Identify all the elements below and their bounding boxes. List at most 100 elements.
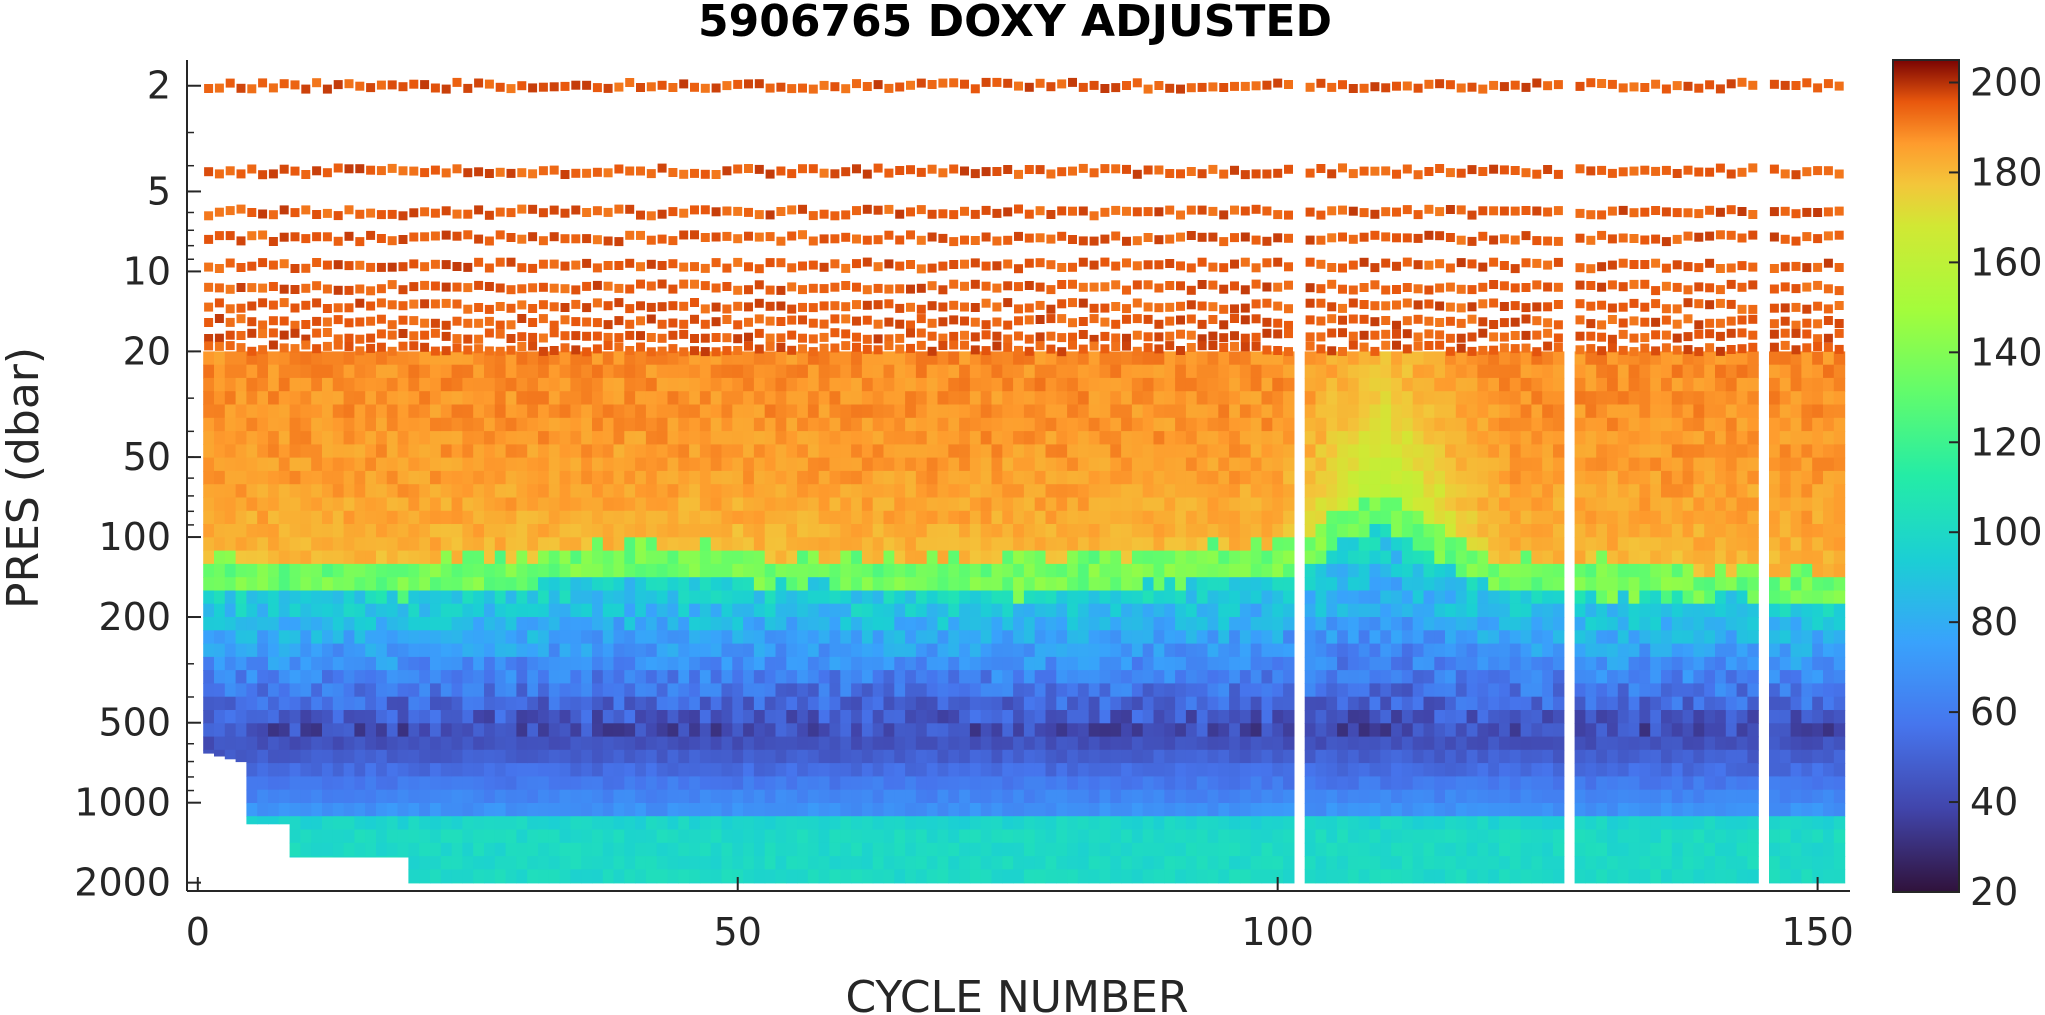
heatmap-cell [678, 710, 690, 724]
heatmap-cell [1067, 351, 1079, 366]
heatmap-cell [721, 391, 733, 406]
heatmap-cell [1488, 524, 1500, 538]
heatmap-cell [527, 484, 539, 499]
heatmap-cell [203, 391, 215, 406]
heatmap-cell [894, 577, 906, 592]
heatmap-cell [775, 763, 787, 777]
heatmap-cell [1218, 364, 1230, 379]
heatmap-cell [1164, 763, 1176, 777]
heatmap-cell [300, 749, 312, 764]
heatmap-cell [894, 882, 906, 884]
heatmap-cell [1207, 563, 1219, 578]
heatmap-cell [1056, 829, 1068, 844]
heatmap-cell [1175, 789, 1187, 804]
heatmap-cell [278, 444, 291, 459]
heatmap-cell [926, 391, 939, 406]
heatmap-cell [1509, 470, 1522, 485]
heatmap-cell [775, 510, 787, 525]
heatmap-cell [1023, 710, 1036, 724]
heatmap-cell [440, 603, 453, 618]
heatmap-cell [538, 563, 550, 578]
heatmap-cell [840, 656, 852, 671]
heatmap-cell [1164, 404, 1176, 419]
heatmap-cell [1499, 643, 1511, 658]
heatmap-cell [1520, 550, 1532, 565]
heatmap-cell [1477, 763, 1489, 777]
heatmap-cell [440, 524, 453, 538]
heatmap-cell [915, 617, 928, 631]
heatmap-cell [1315, 577, 1327, 592]
heatmap-cell [300, 444, 312, 459]
heatmap-cell [1337, 856, 1349, 870]
heatmap-cell [1164, 563, 1176, 578]
heatmap-cell [894, 404, 906, 419]
heatmap-cell [386, 550, 399, 565]
heatmap-cell [991, 630, 1003, 645]
heatmap-cell [883, 351, 895, 366]
heatmap-cell [376, 470, 388, 485]
heatmap-cell [1110, 723, 1122, 738]
heatmap-cell [1175, 524, 1187, 538]
heatmap-cell [1423, 377, 1435, 392]
heatmap-cell [1099, 842, 1111, 857]
heatmap-cell [1499, 497, 1511, 512]
heatmap-cell [732, 670, 744, 684]
heatmap-cell [1477, 417, 1489, 432]
heatmap-cell [1391, 710, 1403, 724]
heatmap-cell [797, 617, 809, 631]
heatmap-cell [473, 524, 485, 538]
heatmap-cell [592, 550, 604, 565]
heatmap-cell [764, 524, 777, 538]
heatmap-cell [1380, 643, 1392, 658]
heatmap-cell [1272, 683, 1284, 698]
heatmap-cell [1304, 351, 1317, 366]
heatmap-cell [689, 869, 701, 884]
heatmap-cell [1077, 444, 1090, 459]
heatmap-cell [440, 789, 453, 804]
heatmap-cell [462, 537, 474, 552]
heatmap-cell [1121, 683, 1133, 698]
heatmap-cell [505, 603, 517, 618]
heatmap-cell [1326, 470, 1338, 485]
heatmap-cell [1401, 882, 1414, 884]
heatmap-cell [462, 377, 474, 392]
heatmap-cell [473, 656, 485, 671]
heatmap-cell [1466, 577, 1478, 592]
heatmap-cell [1315, 484, 1327, 499]
heatmap-cell [1520, 736, 1532, 751]
heatmap-cell [710, 617, 723, 631]
heatmap-cell [1207, 603, 1219, 618]
heatmap-cell [505, 351, 517, 366]
heatmap-cell [926, 723, 939, 738]
heatmap-cell [905, 431, 917, 445]
heatmap-cell [419, 550, 431, 565]
heatmap-cell [1207, 630, 1219, 645]
heatmap-cell [1412, 789, 1425, 804]
heatmap-cell [538, 603, 550, 618]
heatmap-cell [581, 710, 593, 724]
heatmap-cell [1034, 670, 1047, 684]
heatmap-cell [1423, 603, 1435, 618]
heatmap-cell [581, 470, 593, 485]
heatmap-cell [365, 803, 377, 817]
heatmap-cell [1023, 776, 1036, 791]
heatmap-cell [1455, 510, 1468, 525]
heatmap-cell [1455, 537, 1468, 552]
heatmap-cell [1077, 630, 1090, 645]
heatmap-cell [905, 630, 917, 645]
heatmap-cell [980, 763, 993, 777]
heatmap-cell [818, 470, 831, 485]
heatmap-cell [667, 550, 679, 565]
heatmap-cell [365, 617, 377, 631]
heatmap-cell [861, 856, 874, 870]
heatmap-cell [1326, 391, 1338, 406]
heatmap-cell [807, 776, 820, 791]
heatmap-cell [1164, 842, 1176, 857]
heatmap-cell [1207, 683, 1219, 698]
heatmap-cell [667, 524, 679, 538]
heatmap-cell [1067, 391, 1079, 406]
heatmap-cell [991, 550, 1003, 565]
heatmap-cell [1153, 590, 1165, 605]
heatmap-cell [494, 550, 507, 565]
heatmap-cell [322, 550, 334, 565]
